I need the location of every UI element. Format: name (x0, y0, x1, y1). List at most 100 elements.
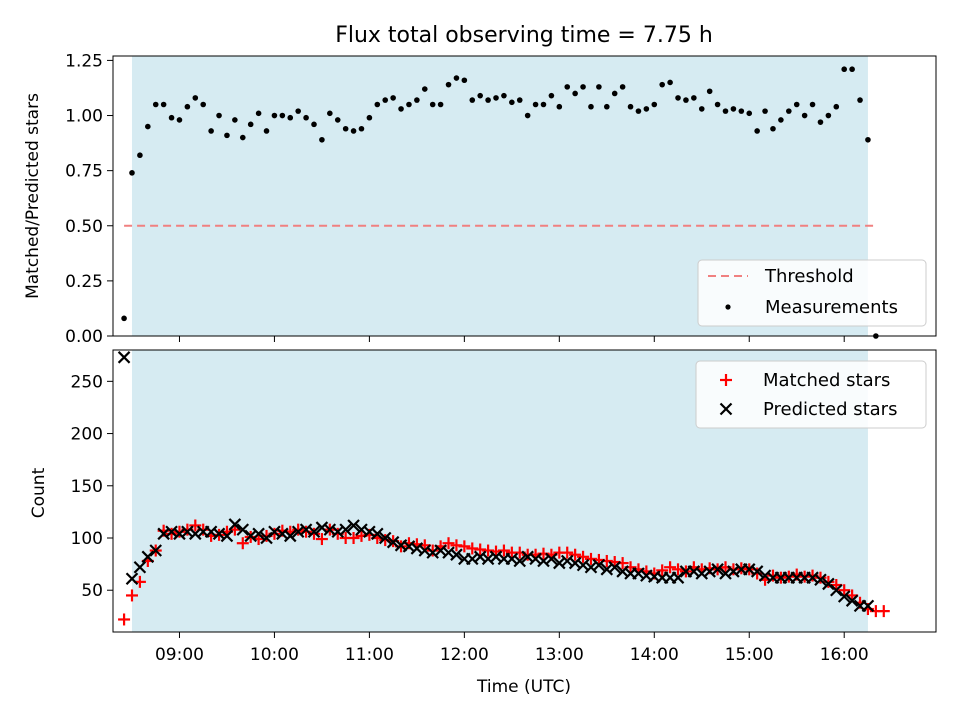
measurement-point (469, 97, 476, 103)
x-tick-label: 09:00 (155, 645, 204, 665)
matched-star-point (766, 569, 779, 582)
measurement-point (319, 136, 325, 143)
measurement-point (311, 121, 317, 128)
measurement-point (232, 117, 238, 123)
matched-star-point (656, 564, 669, 577)
ratio-y-tick-label: 1.25 (65, 51, 103, 71)
matched-star-point (315, 533, 328, 546)
measurement-point (200, 101, 207, 108)
matched-star-point (189, 519, 202, 532)
ratio-y-tick-label: 0.50 (65, 217, 103, 237)
count-y-tick-label: 100 (71, 529, 103, 549)
measurement-point (263, 128, 270, 134)
chart-title: Flux total observing time = 7.75 h (335, 23, 713, 48)
predicted-star-point (837, 590, 851, 603)
matched-star-point (125, 589, 138, 602)
measurement-point (516, 97, 523, 103)
count-legend-box (695, 360, 927, 429)
matched-star-point (672, 563, 685, 576)
matched-star-point (569, 548, 582, 561)
measurement-point (738, 108, 745, 114)
measurement-point (208, 128, 214, 134)
measurement-point (833, 103, 840, 110)
count-plot-frame (112, 349, 937, 633)
count-y-axis-label: Count (29, 467, 49, 518)
matched-star-point (300, 525, 313, 538)
measurement-point (651, 101, 658, 108)
predicted-star-point (750, 565, 764, 578)
measurement-point (121, 315, 127, 322)
legend-matched-marker (720, 374, 732, 386)
measurement-point (271, 112, 278, 119)
measurement-point (327, 110, 333, 117)
measurement-point (509, 99, 515, 106)
measurement-point (722, 108, 729, 114)
matched-star-point (838, 584, 851, 597)
measurement-point (667, 79, 673, 86)
measurement-point (247, 121, 254, 128)
legend-matched-swatch (720, 374, 732, 386)
predicted-star-point (592, 558, 606, 572)
measurement-point (588, 103, 594, 110)
predicted-star-point (228, 518, 242, 531)
measurement-point (224, 132, 230, 139)
measurement-point (635, 108, 642, 114)
ratio-plot-frame (112, 55, 937, 337)
measurement-point (675, 95, 681, 101)
measurement-point (279, 112, 286, 119)
measurement-point (461, 77, 468, 84)
measurement-point (865, 136, 871, 143)
predicted-star-point (117, 351, 131, 364)
legend-predicted-swatch (719, 402, 733, 416)
measurement-point (493, 95, 499, 101)
matched-star-point (877, 605, 890, 618)
measurement-point (619, 84, 626, 90)
measurement-point (572, 90, 578, 97)
measurement-point (184, 103, 191, 110)
matched-star-point (442, 537, 455, 550)
measurement-point (770, 125, 776, 132)
measurement-point (532, 101, 539, 108)
x-tick-label: 12:00 (440, 645, 489, 665)
measurement-point (160, 101, 167, 108)
count-legend: Matched stars Predicted stars (695, 360, 927, 429)
matched-star-point (173, 525, 186, 538)
predicted-star-point (141, 550, 155, 564)
measurement-point (683, 97, 689, 103)
predicted-star-point (822, 577, 835, 591)
measurement-point (374, 101, 381, 108)
predicted-star-point (236, 523, 250, 536)
predicted-star-point (378, 531, 392, 545)
measurement-point (778, 117, 784, 123)
measurement-point (762, 108, 768, 114)
predicted-star-point (307, 525, 321, 539)
measurement-point (817, 119, 824, 125)
measurement-point (216, 112, 222, 119)
measurement-point (168, 114, 175, 121)
count-y-tick-label: 200 (71, 425, 103, 445)
ratio-y-tick-label: 0.75 (65, 162, 103, 182)
matched-star-point (577, 550, 590, 563)
measurement-point (477, 92, 483, 99)
x-tick-label: 10:00 (250, 645, 299, 665)
legend-predicted-marker (719, 402, 733, 416)
matched-star-point (458, 540, 471, 553)
measurement-point (691, 95, 697, 101)
x-tick-label: 13:00 (535, 645, 584, 665)
measurement-point (627, 103, 634, 110)
measurement-point (398, 106, 404, 112)
measurement-point (350, 128, 357, 134)
predicted-star-point (608, 560, 621, 574)
x-tick-label: 15:00 (725, 645, 774, 665)
matched-star-point (292, 523, 305, 536)
measurement-point (287, 114, 294, 121)
legend-predicted-label: Predicted stars (763, 399, 897, 420)
matched-star-point (664, 561, 677, 574)
count-y-tick-label: 50 (81, 581, 103, 601)
predicted-star-point (133, 560, 147, 574)
x-tick-label: 11:00 (345, 645, 394, 665)
measurement-point (445, 81, 452, 88)
count-panel: 50 100 150 200 250 Count Matched stars Predi… (29, 349, 937, 633)
measurement-point (192, 95, 199, 101)
